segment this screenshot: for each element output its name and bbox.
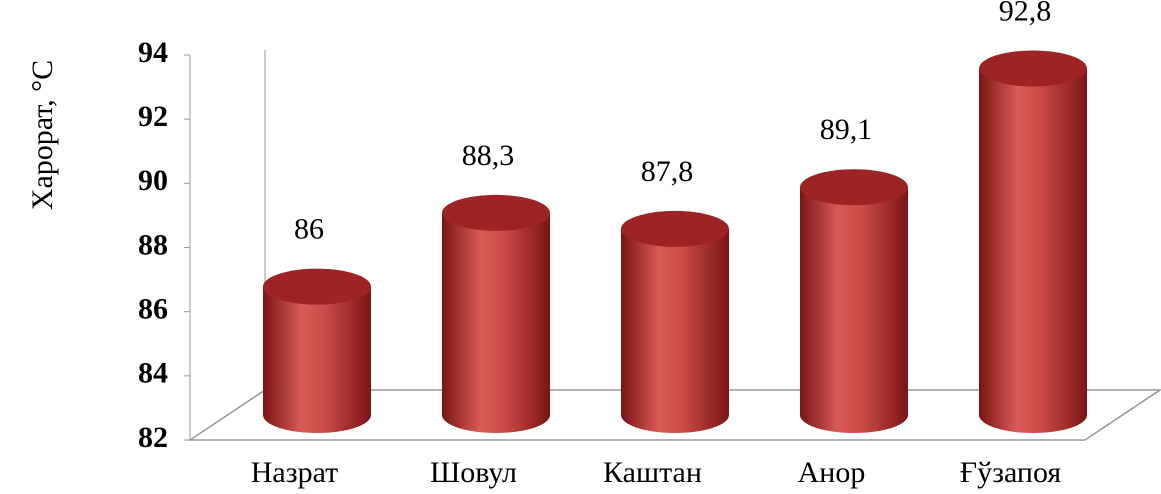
y-tick-label: 92 — [138, 100, 168, 133]
data-label: 87,8 — [641, 155, 694, 188]
bar-top — [263, 268, 371, 305]
data-label: 86 — [294, 213, 324, 246]
bar-top — [621, 210, 729, 247]
y-tick-label: 84 — [138, 357, 168, 390]
bar-top — [800, 169, 908, 206]
x-tick-label: Назрат — [251, 456, 338, 489]
x-tick-label: Ғўзапоя — [960, 456, 1062, 489]
y-tick-label: 86 — [138, 293, 168, 326]
back-wall — [189, 50, 266, 440]
bar — [442, 194, 550, 433]
bar-body — [800, 187, 908, 433]
bar — [979, 50, 1087, 433]
bar-top — [979, 50, 1087, 87]
bar — [621, 210, 729, 433]
bar-body — [979, 68, 1087, 433]
x-tick-label: Анор — [798, 456, 866, 489]
bar-body — [621, 228, 729, 433]
y-tick-label: 94 — [138, 36, 168, 69]
bar-top — [442, 194, 550, 231]
bar — [263, 268, 371, 433]
data-label: 88,3 — [462, 139, 515, 172]
bar-body — [263, 286, 371, 433]
y-tick-label: 88 — [138, 228, 168, 261]
y-axis-label: Харорат, °С — [26, 60, 59, 210]
x-tick-label: Шовул — [430, 456, 517, 489]
y-tick-label: 82 — [138, 421, 168, 454]
x-tick-label: Каштан — [603, 456, 702, 489]
data-label: 92,8 — [999, 0, 1052, 27]
bar-body — [442, 212, 550, 433]
y-tick-label: 90 — [138, 164, 168, 197]
data-label: 89,1 — [820, 113, 873, 146]
bar — [800, 169, 908, 433]
